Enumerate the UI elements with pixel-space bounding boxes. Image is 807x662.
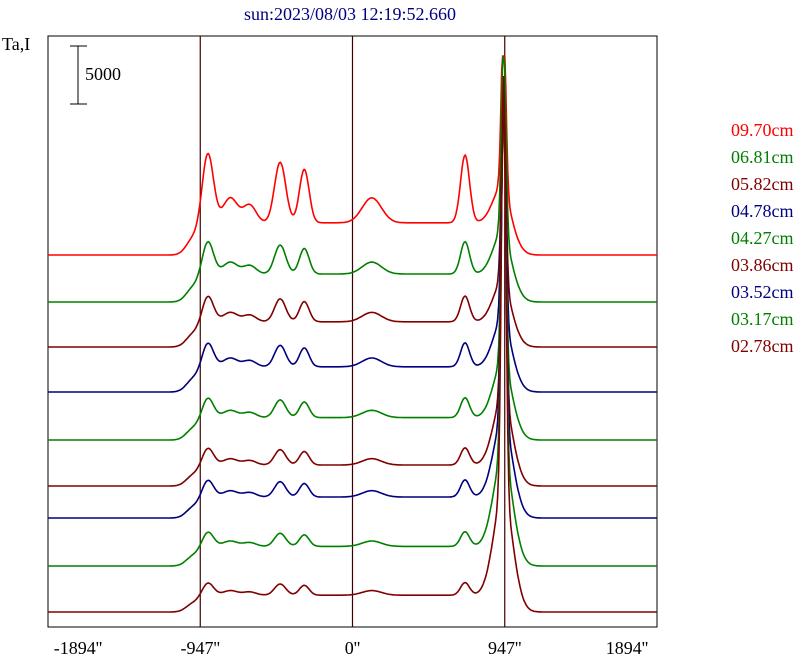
series-line: [48, 91, 657, 519]
x-tick-labels: -1894'' -947'' 0'' 947'' 1894'': [54, 638, 648, 658]
y-axis-label: Ta,I: [2, 34, 30, 54]
series-line: [48, 55, 657, 303]
series-line: [48, 104, 657, 348]
legend-entry: 04.78cm: [731, 201, 794, 221]
legend-entry: 03.17cm: [731, 309, 794, 329]
scale-bar-label: 5000: [85, 64, 121, 84]
legend-entry: 02.78cm: [731, 336, 794, 356]
vertical-markers: [199, 36, 506, 627]
series-line: [48, 124, 657, 441]
legend: 09.70cm 06.81cm 05.82cm 04.78cm 04.27cm 03.86…: [731, 120, 794, 356]
legend-entry: 06.81cm: [731, 147, 794, 167]
legend-entry: 04.27cm: [731, 228, 794, 248]
x-tick-label: 0'': [345, 638, 361, 658]
chart-title: sun:2023/08/03 12:19:52.660: [244, 4, 456, 24]
series-line: [48, 75, 657, 613]
legend-entry: 03.52cm: [731, 282, 794, 302]
x-tick-label: 1894'': [606, 638, 649, 658]
legend-entry: 05.82cm: [731, 174, 794, 194]
series-line: [48, 109, 657, 487]
x-tick-label: 947'': [488, 638, 522, 658]
scale-bar: 5000: [70, 45, 121, 105]
series-lines: [48, 55, 657, 613]
x-tick-label: -1894'': [54, 638, 102, 658]
legend-entry: 09.70cm: [731, 120, 794, 140]
series-line: [48, 55, 657, 256]
x-tick-label: -947'': [181, 638, 220, 658]
series-line: [48, 112, 657, 393]
legend-entry: 03.86cm: [731, 255, 794, 275]
series-line: [48, 78, 657, 567]
